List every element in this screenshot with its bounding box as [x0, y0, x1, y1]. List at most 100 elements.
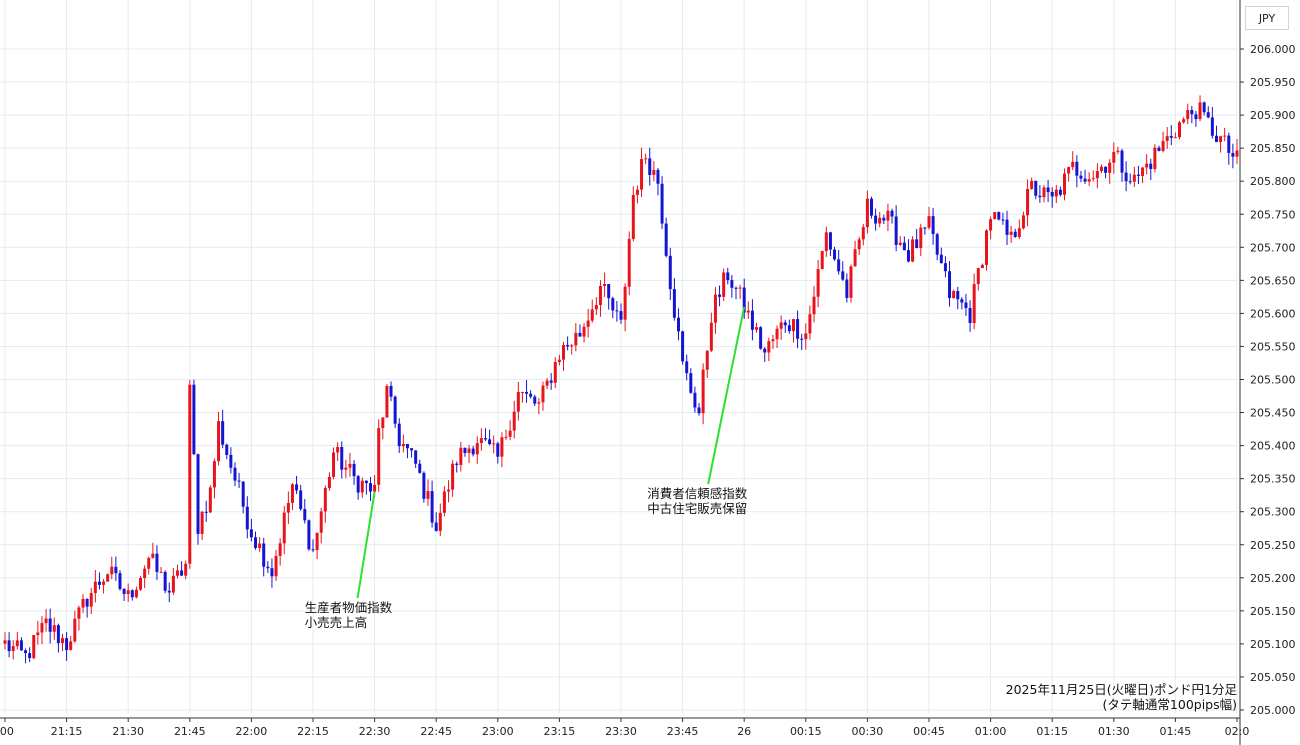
candle-up [344, 459, 348, 479]
candle-down [455, 461, 459, 473]
candle-down [434, 512, 438, 532]
candle-body [1153, 147, 1157, 169]
candle-up [451, 459, 455, 497]
candle-body [796, 319, 800, 339]
candle-body [890, 210, 894, 217]
candle-down [525, 380, 529, 403]
candle-down [241, 481, 245, 514]
candle-body [451, 463, 455, 490]
candle-up [77, 605, 81, 631]
candle-body [1169, 136, 1173, 138]
candle-down [229, 447, 233, 474]
candle-down [483, 428, 487, 442]
candle-body [1190, 110, 1194, 115]
candle-body [102, 581, 106, 585]
candle-down [763, 347, 767, 362]
candle-body [459, 447, 463, 465]
candle-up [139, 575, 143, 591]
candle-up [459, 441, 463, 472]
candle-down [410, 447, 414, 458]
candle-body [976, 268, 980, 285]
candle-body [1223, 135, 1227, 137]
candle-body [726, 272, 730, 281]
candle-up [401, 434, 405, 453]
candle-down [249, 518, 253, 542]
candle-up [812, 286, 816, 323]
candle-body [1128, 181, 1132, 183]
candle-down [906, 239, 910, 263]
candle-body [865, 198, 869, 228]
candle-down [681, 330, 685, 365]
candle-up [701, 363, 705, 425]
candle-body [1104, 166, 1108, 173]
candle-body [508, 430, 512, 437]
candle-up [512, 400, 516, 439]
candle-body [911, 239, 915, 262]
candle-body [36, 632, 40, 636]
candle-body [15, 640, 19, 647]
y-tick-label: 205.150 [1250, 605, 1296, 618]
candle-up [278, 538, 282, 566]
candle-up [504, 429, 508, 440]
candle-body [159, 571, 163, 573]
candle-down [266, 561, 270, 574]
candle-down [656, 167, 660, 196]
candle-body [11, 646, 15, 652]
candle-up [73, 610, 77, 643]
candle-body [816, 269, 820, 297]
candle-up [738, 284, 742, 299]
candle-body [327, 476, 331, 489]
candle-up [171, 567, 175, 596]
candle-body [377, 428, 381, 485]
candle-down [1231, 143, 1235, 169]
candle-up [89, 587, 93, 615]
candle-body [586, 320, 590, 327]
candle-body [212, 461, 216, 488]
candle-up [500, 432, 504, 468]
candle-up [582, 323, 586, 343]
candle-up [175, 564, 179, 579]
x-tick-label: 00:15 [790, 725, 822, 738]
candle-up [479, 428, 483, 451]
candle-down [192, 379, 196, 456]
candle-body [504, 436, 508, 438]
candle-body [28, 653, 32, 659]
annotation-text: 中古住宅販売保留 [647, 501, 747, 516]
candle-down [233, 462, 237, 487]
candle-down [796, 310, 800, 349]
candle-body [360, 480, 364, 493]
candle-body [603, 284, 607, 286]
candle-down [155, 545, 159, 581]
candle-body [352, 463, 356, 477]
candle-down [1214, 125, 1218, 143]
candle-body [73, 618, 77, 642]
candle-body [1087, 179, 1091, 182]
candle-down [397, 418, 401, 453]
candle-body [1141, 167, 1145, 176]
candle-body [512, 411, 516, 431]
candle-body [254, 537, 258, 548]
annotation-text: 生産者物価指数 [305, 600, 393, 615]
candle-up [315, 532, 319, 560]
candle-body [664, 223, 668, 256]
candle-up [984, 229, 988, 271]
candle-body [77, 607, 81, 619]
grid [0, 0, 1238, 713]
candle-up [319, 507, 323, 544]
candle-up [640, 147, 644, 198]
candle-down [923, 226, 927, 235]
candle-body [582, 326, 586, 337]
candle-body [997, 212, 1001, 220]
y-tick-label: 205.800 [1250, 175, 1296, 188]
candle-body [1079, 175, 1083, 179]
y-tick-label: 205.050 [1250, 671, 1296, 684]
candle-down [726, 267, 730, 285]
candle-body [1206, 112, 1210, 118]
candle-body [500, 437, 504, 457]
candle-down [783, 319, 787, 333]
candle-up [1173, 132, 1177, 139]
candle-down [874, 208, 878, 231]
candle-body [833, 249, 837, 260]
candle-body [1046, 187, 1050, 193]
